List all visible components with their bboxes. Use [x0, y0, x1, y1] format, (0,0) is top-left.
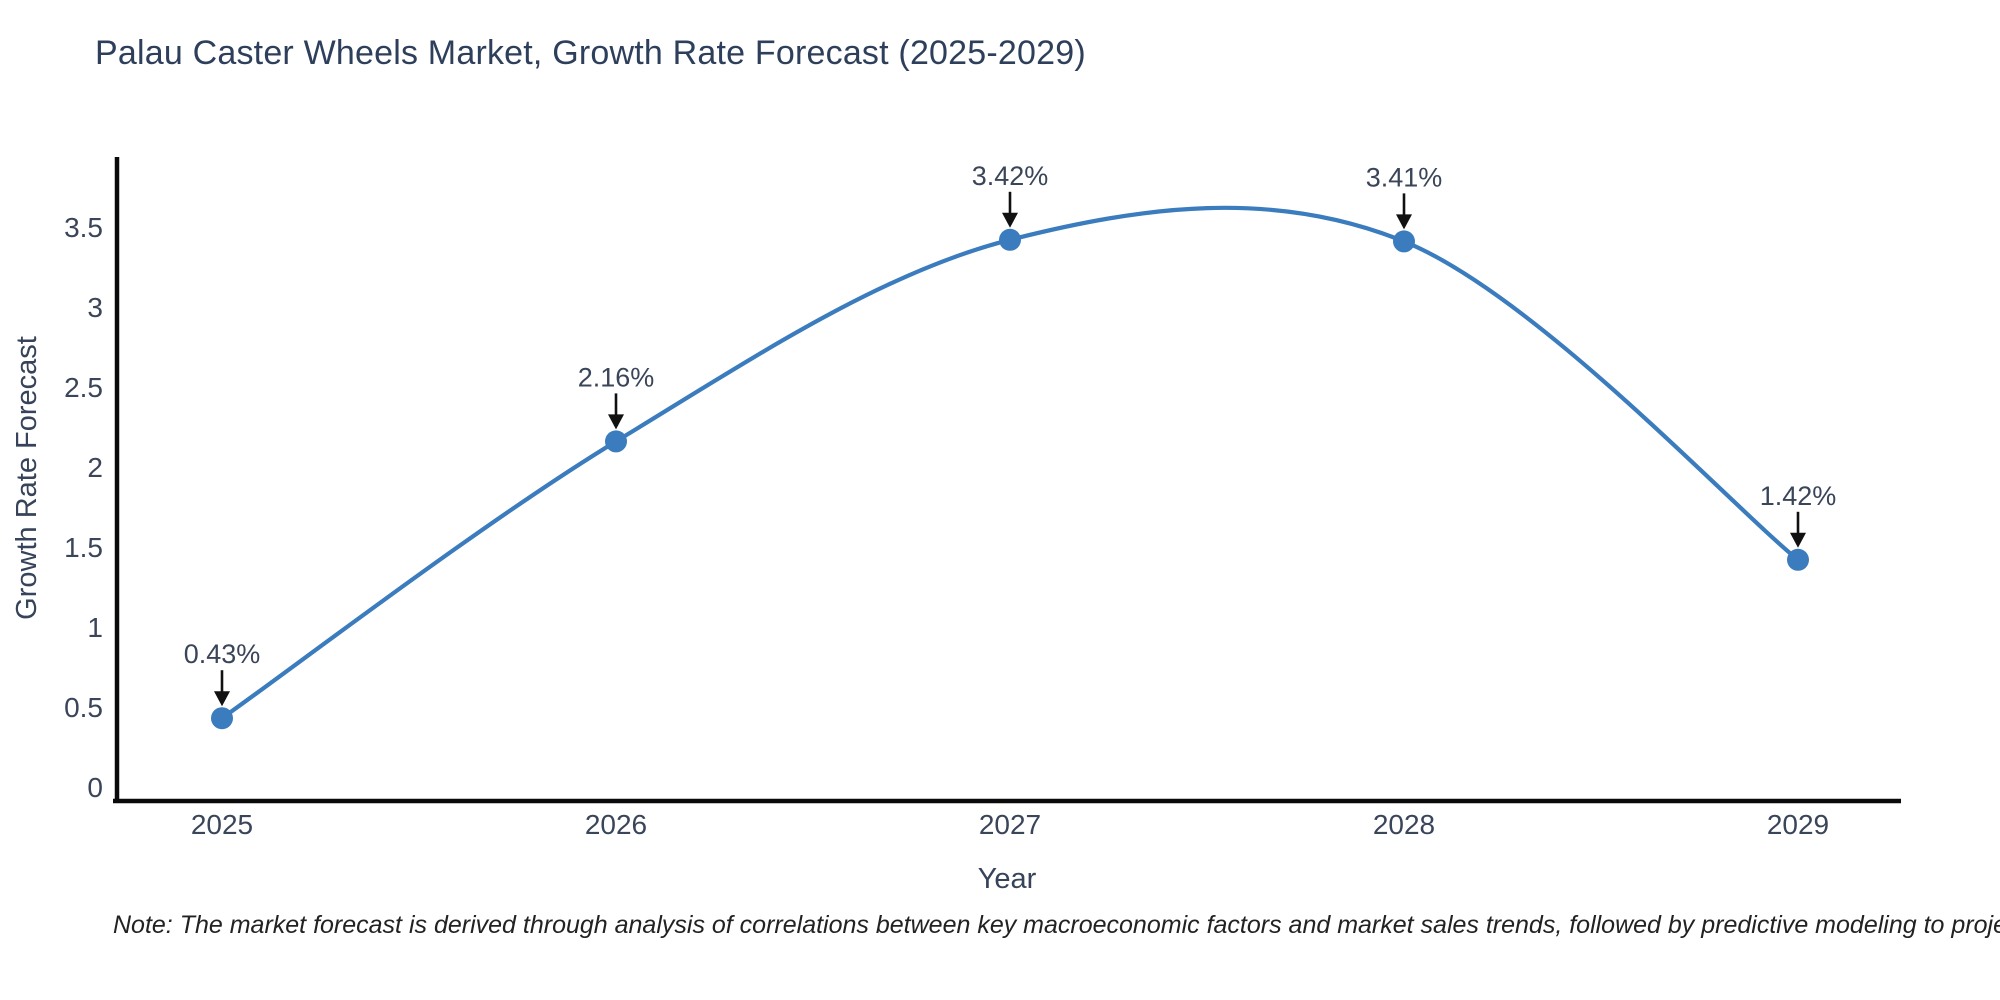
y-tick-label: 2 [87, 452, 103, 483]
y-tick-label: 0 [87, 772, 103, 803]
point-value-label: 1.42% [1760, 481, 1837, 511]
y-tick-label: 3.5 [64, 212, 103, 243]
y-tick-label: 1.5 [64, 532, 103, 563]
annotation-arrowhead-icon [214, 691, 230, 707]
data-point-marker [605, 430, 627, 453]
y-tick-label: 0.5 [64, 692, 103, 723]
y-tick-label: 2.5 [64, 372, 103, 403]
footnote: Note: The market forecast is derived thr… [113, 911, 2000, 939]
annotation-arrowhead-icon [1396, 214, 1412, 230]
data-point-marker [1393, 230, 1415, 253]
point-value-label: 2.16% [578, 362, 655, 392]
x-tick-label: 2029 [1767, 809, 1829, 840]
point-value-label: 0.43% [184, 639, 261, 669]
y-axis-title: Growth Rate Forecast [11, 336, 43, 620]
y-tick-label: 3 [87, 292, 103, 323]
data-point-marker [1787, 548, 1809, 571]
data-point-marker [211, 707, 233, 730]
chart-title: Palau Caster Wheels Market, Growth Rate … [95, 34, 1086, 72]
annotation-arrowhead-icon [608, 414, 624, 430]
series-line [219, 205, 1801, 721]
y-tick-label: 1 [87, 612, 103, 643]
point-value-label: 3.42% [972, 161, 1049, 191]
point-value-label: 3.41% [1366, 162, 1443, 192]
x-axis-title: Year [978, 863, 1037, 895]
annotation-arrowhead-icon [1790, 532, 1806, 548]
x-tick-label: 2026 [585, 809, 647, 840]
x-tick-label: 2027 [979, 809, 1041, 840]
x-tick-label: 2025 [191, 809, 253, 840]
data-point-marker [999, 228, 1021, 251]
x-tick-label: 2028 [1373, 809, 1435, 840]
annotation-arrowhead-icon [1002, 212, 1018, 228]
